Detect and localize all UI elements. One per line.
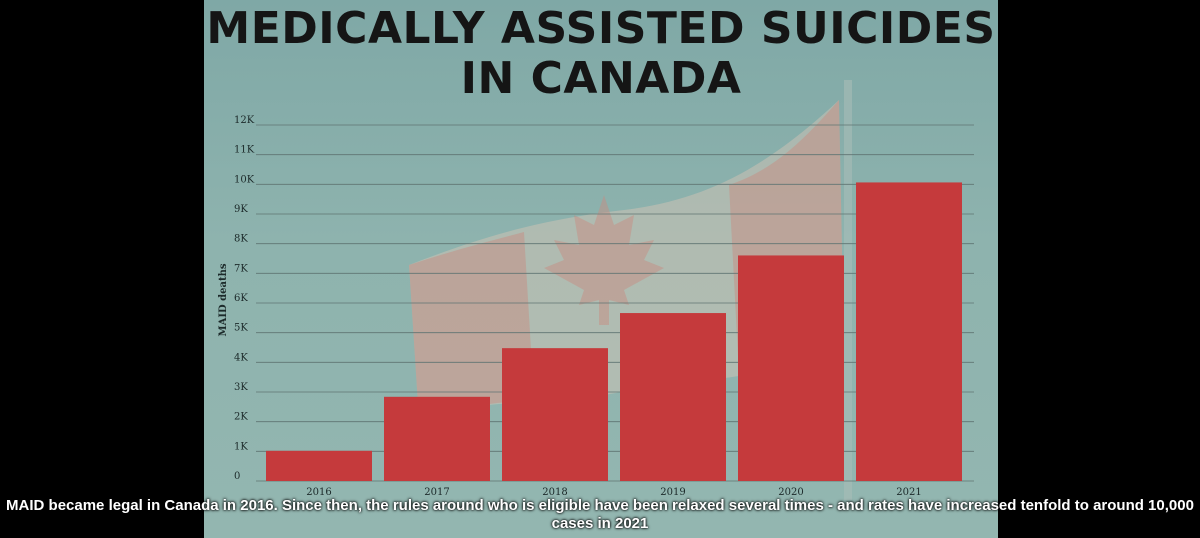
y-axis: 0 1K 2K 3K 4K 5K 6K 7K 8K 9K 10K 11K 12K	[234, 115, 255, 482]
infographic-panel: MEDICALLY ASSISTED SUICIDES IN CANADA 0 1…	[204, 0, 998, 538]
y-tick-label: 3K	[234, 382, 248, 393]
x-tick-label: 2017	[424, 487, 449, 498]
bar-2019	[620, 313, 726, 481]
y-tick-label: 4K	[234, 352, 248, 363]
bar-2018	[502, 348, 608, 481]
x-tick-label: 2018	[542, 487, 567, 498]
bar-2017	[384, 396, 490, 481]
y-tick-label: 8K	[234, 234, 248, 245]
x-tick-label: 2019	[660, 487, 685, 498]
bar-2021	[856, 182, 962, 481]
x-tick-label: 2016	[306, 487, 331, 498]
y-tick-label: 5K	[234, 323, 248, 334]
y-tick-label: 11K	[234, 145, 255, 156]
y-tick-label: 7K	[234, 263, 248, 274]
y-tick-label: 12K	[234, 115, 255, 126]
chart-title: MEDICALLY ASSISTED SUICIDES IN CANADA	[204, 4, 998, 104]
chart-title-line-2: IN CANADA	[460, 53, 742, 104]
y-axis-label: MAID deaths	[218, 263, 229, 336]
y-tick-label: 10K	[234, 174, 255, 185]
video-caption: MAID became legal in Canada in 2016. Sin…	[6, 497, 1194, 532]
x-tick-label: 2021	[896, 487, 921, 498]
y-tick-label: 1K	[234, 441, 248, 452]
grid-layer	[256, 124, 974, 482]
y-tick-label: 2K	[234, 412, 248, 423]
x-tick-label: 2020	[778, 487, 803, 498]
x-axis: 2016 2017 2018 2019 2020 2021	[306, 487, 921, 498]
bar-2020	[738, 255, 844, 481]
y-tick-label: 0	[234, 471, 240, 482]
bar-2016	[266, 450, 372, 481]
bars	[266, 182, 962, 481]
y-tick-label: 9K	[234, 204, 248, 215]
y-tick-label: 6K	[234, 293, 248, 304]
chart-title-line-1: MEDICALLY ASSISTED SUICIDES	[206, 3, 996, 54]
